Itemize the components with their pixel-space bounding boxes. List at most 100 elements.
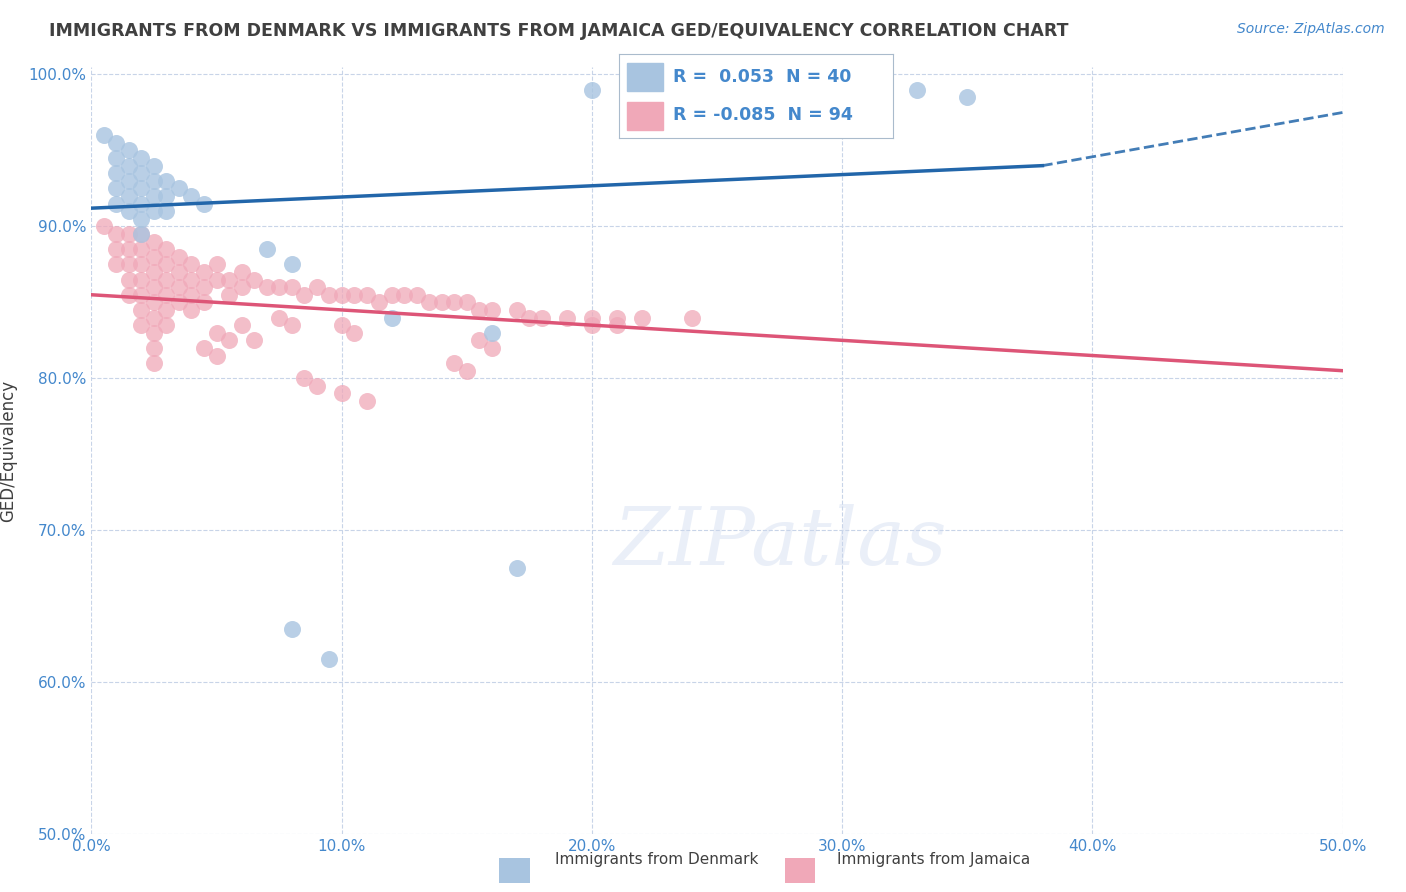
- Point: [506, 302, 529, 317]
- Point: [606, 310, 628, 325]
- Point: [517, 310, 540, 325]
- Point: [330, 287, 353, 301]
- Point: [167, 265, 190, 279]
- Point: [155, 318, 177, 333]
- Point: [143, 174, 166, 188]
- Point: [218, 272, 240, 286]
- Point: [180, 257, 202, 271]
- Text: IMMIGRANTS FROM DENMARK VS IMMIGRANTS FROM JAMAICA GED/EQUIVALENCY CORRELATION C: IMMIGRANTS FROM DENMARK VS IMMIGRANTS FR…: [49, 22, 1069, 40]
- Point: [581, 310, 603, 325]
- Point: [530, 310, 553, 325]
- Point: [143, 235, 166, 249]
- Point: [155, 189, 177, 203]
- Point: [118, 272, 141, 286]
- Point: [143, 341, 166, 355]
- Point: [193, 196, 215, 211]
- Point: [343, 287, 366, 301]
- Point: [167, 295, 190, 310]
- Point: [418, 295, 440, 310]
- Point: [143, 265, 166, 279]
- Point: [105, 242, 128, 256]
- Bar: [627, 62, 662, 91]
- Point: [143, 189, 166, 203]
- Point: [481, 326, 503, 340]
- Point: [581, 318, 603, 333]
- Point: [443, 295, 465, 310]
- Bar: [627, 102, 662, 130]
- Point: [143, 295, 166, 310]
- Point: [180, 189, 202, 203]
- Point: [105, 196, 128, 211]
- Point: [318, 652, 340, 666]
- Point: [131, 302, 153, 317]
- Point: [155, 242, 177, 256]
- Point: [267, 280, 290, 294]
- Text: Immigrants from Denmark: Immigrants from Denmark: [555, 852, 759, 867]
- Point: [356, 287, 378, 301]
- Point: [956, 90, 979, 104]
- Point: [356, 394, 378, 409]
- Point: [118, 189, 141, 203]
- Point: [105, 151, 128, 165]
- Point: [292, 371, 315, 385]
- Point: [167, 280, 190, 294]
- Point: [468, 302, 491, 317]
- Point: [368, 295, 391, 310]
- Point: [131, 227, 153, 241]
- Point: [905, 83, 928, 97]
- Point: [105, 166, 128, 180]
- Point: [205, 257, 228, 271]
- Point: [256, 280, 278, 294]
- Point: [131, 287, 153, 301]
- Point: [330, 386, 353, 401]
- Point: [343, 326, 366, 340]
- Point: [218, 334, 240, 348]
- Point: [143, 356, 166, 370]
- Point: [405, 287, 427, 301]
- Point: [606, 318, 628, 333]
- Point: [706, 83, 728, 97]
- Point: [93, 219, 115, 234]
- Point: [131, 181, 153, 195]
- Point: [131, 257, 153, 271]
- Point: [619, 83, 641, 97]
- Point: [131, 211, 153, 226]
- Point: [118, 287, 141, 301]
- Point: [243, 272, 266, 286]
- Point: [280, 318, 302, 333]
- Point: [231, 318, 253, 333]
- Point: [131, 272, 153, 286]
- Point: [205, 349, 228, 363]
- Point: [143, 280, 166, 294]
- Point: [118, 242, 141, 256]
- Point: [118, 227, 141, 241]
- Point: [631, 310, 654, 325]
- Point: [256, 242, 278, 256]
- Point: [231, 280, 253, 294]
- Point: [105, 136, 128, 150]
- Text: R =  0.053  N = 40: R = 0.053 N = 40: [673, 68, 852, 86]
- Point: [167, 250, 190, 264]
- Point: [143, 204, 166, 219]
- Point: [681, 310, 703, 325]
- Text: Immigrants from Jamaica: Immigrants from Jamaica: [837, 852, 1029, 867]
- Text: R = -0.085  N = 94: R = -0.085 N = 94: [673, 106, 853, 124]
- Point: [93, 128, 115, 143]
- Point: [267, 310, 290, 325]
- Point: [105, 257, 128, 271]
- Text: ZIPatlas: ZIPatlas: [613, 504, 946, 582]
- Text: Source: ZipAtlas.com: Source: ZipAtlas.com: [1237, 22, 1385, 37]
- Point: [143, 159, 166, 173]
- Point: [131, 318, 153, 333]
- Point: [305, 379, 328, 393]
- Point: [756, 90, 779, 104]
- Point: [155, 174, 177, 188]
- Point: [105, 227, 128, 241]
- Point: [131, 242, 153, 256]
- Point: [155, 272, 177, 286]
- Point: [118, 144, 141, 158]
- Point: [180, 287, 202, 301]
- Point: [280, 257, 302, 271]
- Point: [292, 287, 315, 301]
- Point: [218, 287, 240, 301]
